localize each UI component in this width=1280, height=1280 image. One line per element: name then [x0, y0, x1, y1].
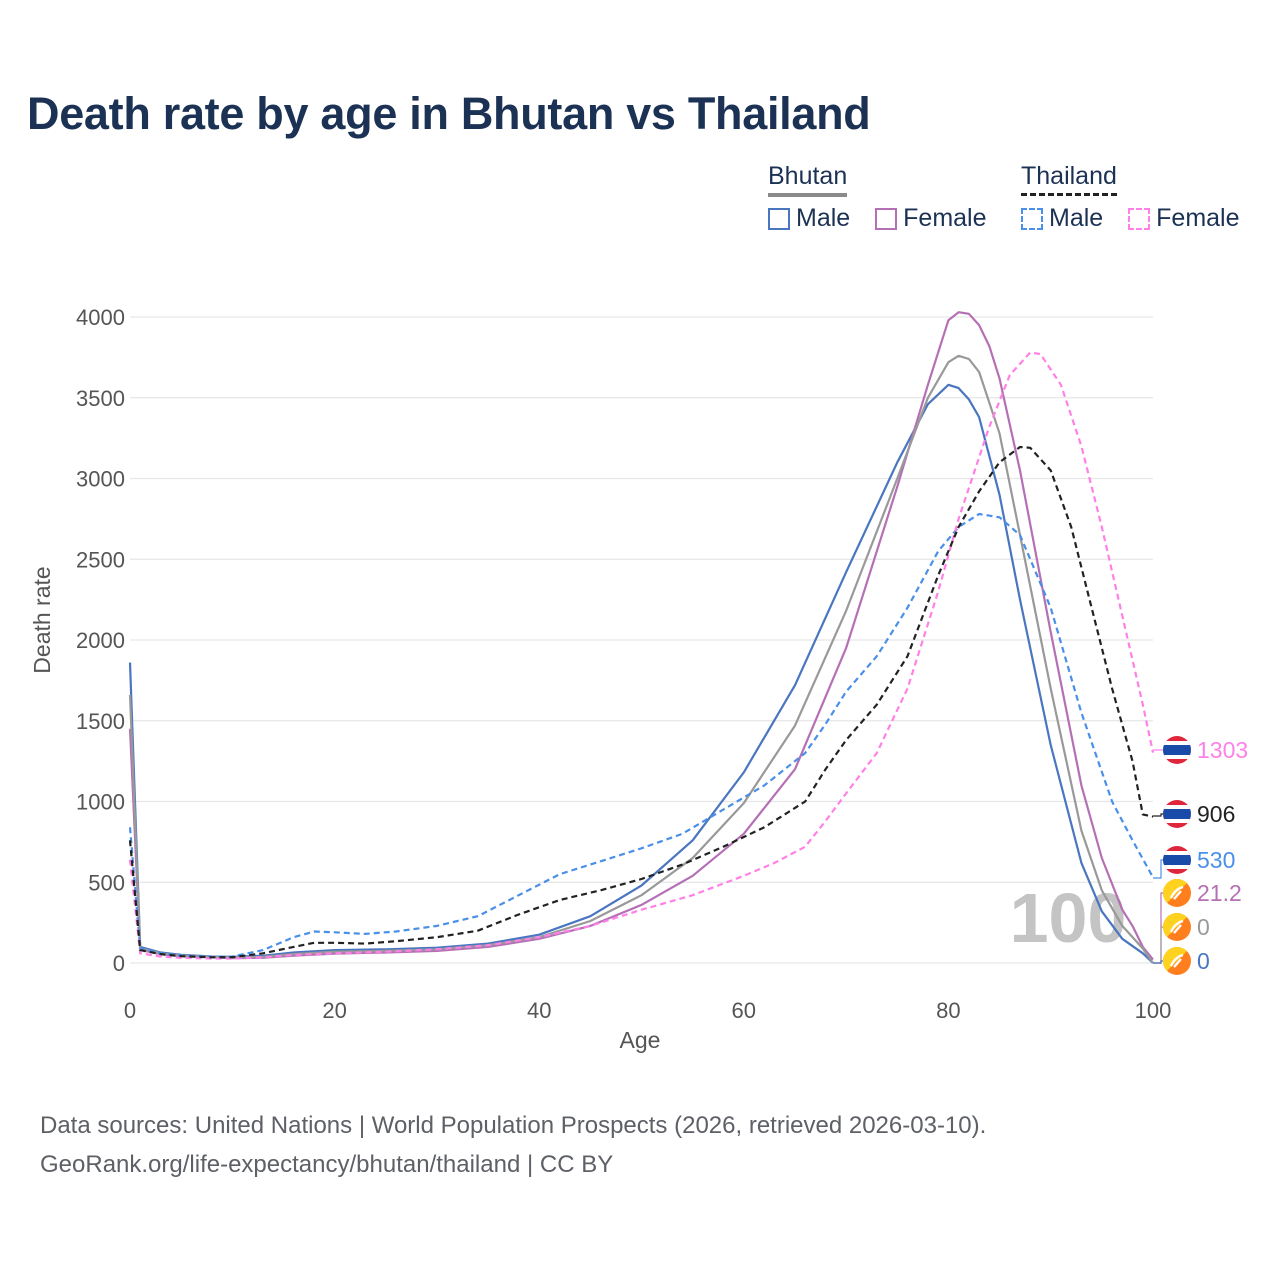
x-tick-0: 0 — [124, 998, 136, 1023]
end-label-0: 1303 — [1153, 736, 1248, 764]
legend-bhutan-male-swatch — [768, 207, 790, 230]
y-tick-2500: 2500 — [76, 547, 125, 572]
end-label-5: 0 — [1153, 947, 1210, 975]
y-tick-4000: 4000 — [76, 305, 125, 330]
end-label-value: 21.2 — [1197, 880, 1242, 906]
x-tick-100: 100 — [1135, 998, 1172, 1023]
end-label-value: 0 — [1197, 948, 1210, 974]
series-thailand-male[interactable] — [128, 512, 1154, 958]
legend-bhutan-male[interactable]: Male — [768, 204, 850, 233]
bhutan-flag-icon — [1163, 947, 1191, 975]
legend-thailand-male-swatch — [1021, 207, 1043, 230]
series-bhutan-male[interactable] — [128, 383, 1154, 964]
y-tick-500: 500 — [88, 870, 125, 895]
legend-thailand-male-label: Male — [1049, 204, 1104, 232]
end-label-2: 530 — [1153, 846, 1235, 879]
y-tick-1000: 1000 — [76, 790, 125, 815]
bhutan-flag-icon — [1163, 913, 1191, 941]
series-bhutan-female[interactable] — [128, 311, 1154, 961]
thailand-flag-icon — [1163, 846, 1191, 874]
footer: Data sources: United Nations | World Pop… — [40, 1106, 986, 1184]
legend-thailand-female[interactable]: Female — [1128, 204, 1240, 233]
y-axis-label: Death rate — [29, 566, 55, 673]
grid-lines — [130, 316, 1153, 964]
legend-bhutan: Bhutan Male Female — [768, 162, 987, 232]
end-labels: 1303 906 530 21.2 0 0 — [1153, 736, 1248, 975]
legend-thailand-female-label: Female — [1156, 204, 1240, 232]
end-label-4: 0 — [1153, 913, 1210, 964]
chart-title: Death rate by age in Bhutan vs Thailand — [27, 88, 871, 139]
end-label-connector — [1153, 926, 1165, 964]
bhutan-flag-icon — [1163, 879, 1191, 907]
legend-thailand-female-swatch — [1128, 207, 1151, 230]
footer-link[interactable]: GeoRank.org/life-expectancy/bhutan/thail… — [40, 1151, 614, 1178]
series-thailand-female[interactable] — [128, 351, 1155, 960]
legend-bhutan-title: Bhutan — [768, 162, 848, 197]
end-label-value: 906 — [1197, 801, 1235, 827]
x-axis-label: Age — [620, 1027, 661, 1053]
thailand-flag-icon — [1163, 800, 1191, 828]
x-axis-ticks: 0 20 40 60 80 100 — [124, 998, 1171, 1023]
end-label-value: 1303 — [1197, 737, 1248, 763]
year-watermark: 100 — [1010, 879, 1127, 957]
legend-thailand-title: Thailand — [1021, 162, 1117, 196]
end-label-value: 530 — [1197, 847, 1235, 873]
x-tick-40: 40 — [527, 998, 551, 1023]
series-bhutan-total[interactable] — [128, 354, 1154, 964]
y-axis-ticks: 0 500 1000 1500 2000 2500 3000 3500 4000 — [76, 305, 125, 976]
end-label-value: 0 — [1197, 914, 1210, 940]
legend-thailand-male[interactable]: Male — [1021, 204, 1103, 233]
x-tick-60: 60 — [732, 998, 756, 1023]
end-label-3: 21.2 — [1153, 879, 1242, 964]
x-tick-20: 20 — [322, 998, 346, 1023]
legend-bhutan-male-label: Male — [796, 204, 851, 232]
y-tick-2000: 2000 — [76, 628, 125, 653]
thailand-flag-icon — [1163, 736, 1191, 764]
series-lines — [128, 311, 1155, 964]
y-tick-3500: 3500 — [76, 386, 125, 411]
y-tick-1500: 1500 — [76, 709, 125, 734]
footer-sources: Data sources: United Nations | World Pop… — [40, 1112, 987, 1139]
y-tick-0: 0 — [113, 951, 125, 976]
y-tick-3000: 3000 — [76, 467, 125, 492]
end-label-1: 906 — [1153, 800, 1235, 828]
x-tick-80: 80 — [936, 998, 960, 1023]
legend-thailand: Thailand Male Female — [1021, 162, 1240, 232]
end-label-connector — [1153, 859, 1165, 879]
legend-bhutan-female[interactable]: Female — [875, 204, 987, 233]
legend-bhutan-female-label: Female — [903, 204, 987, 232]
legend-bhutan-female-swatch — [875, 207, 898, 230]
series-thailand-total[interactable] — [128, 445, 1154, 959]
